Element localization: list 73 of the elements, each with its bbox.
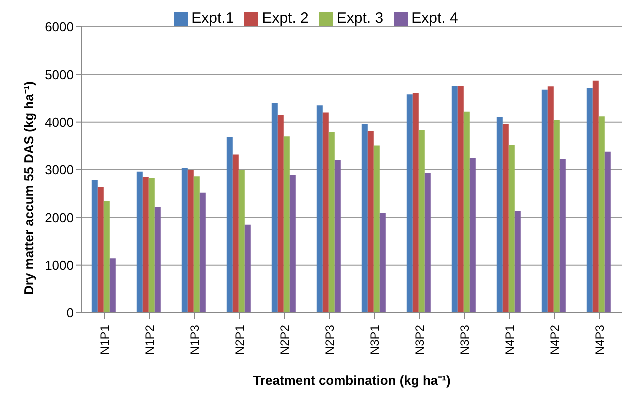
bar	[496, 117, 503, 313]
y-tick-label: 3000	[45, 162, 74, 178]
bar	[110, 258, 116, 313]
bar	[182, 168, 188, 313]
x-tick-label: N4P2	[548, 324, 562, 356]
y-tick-label: 1000	[45, 258, 74, 273]
legend-label: Expt.1	[192, 10, 234, 27]
bar	[592, 80, 599, 313]
bar	[412, 93, 419, 313]
bar	[464, 112, 470, 313]
bar	[226, 137, 233, 313]
bar	[604, 152, 611, 313]
bar	[290, 175, 296, 313]
bar	[104, 200, 110, 313]
x-tick-label: N3P1	[368, 324, 382, 356]
bar	[278, 115, 284, 313]
x-axis-title: Treatment combination (kg ha⁻¹)	[253, 373, 451, 388]
x-tick-label: N1P1	[98, 324, 112, 356]
x-tick-label: N2P1	[233, 324, 248, 356]
bar	[560, 160, 566, 313]
x-tick-label: N4P3	[593, 324, 608, 356]
bar	[542, 90, 548, 313]
x-tick-label: N3P2	[413, 324, 428, 356]
bar	[458, 86, 464, 313]
bar	[316, 106, 323, 313]
bar	[284, 136, 290, 313]
bar	[328, 132, 335, 313]
y-tick-label: 5000	[45, 67, 74, 82]
bar	[154, 207, 161, 313]
bar	[554, 120, 560, 313]
bar	[188, 170, 194, 313]
y-tick-label: 4000	[45, 114, 74, 130]
legend-label: Expt. 3	[336, 10, 384, 27]
bar	[470, 158, 476, 313]
bar	[200, 192, 206, 313]
legend-label: Expt. 4	[412, 10, 458, 27]
bar	[508, 145, 515, 313]
bar	[136, 172, 143, 313]
bar	[418, 130, 425, 313]
bar	[406, 94, 413, 313]
y-tick-label: 2000	[45, 210, 74, 226]
bar	[452, 86, 458, 313]
x-tick-label: N2P2	[278, 324, 292, 356]
bar	[272, 103, 278, 313]
x-tick-label: N2P3	[323, 324, 338, 356]
bar	[374, 146, 380, 313]
bar	[362, 124, 368, 313]
bar	[368, 131, 374, 313]
bar	[424, 173, 431, 313]
bar	[244, 224, 251, 313]
bar	[142, 177, 149, 313]
bar	[194, 176, 200, 313]
x-tick-label: N4P1	[503, 324, 518, 356]
bar	[548, 86, 554, 313]
bar	[334, 160, 341, 313]
bar	[514, 211, 521, 313]
bar	[322, 112, 329, 313]
y-axis-title: Dry matter accum 55 DAS (kg ha⁻¹)	[22, 81, 37, 295]
bar	[238, 170, 245, 313]
bar	[232, 154, 239, 313]
bar	[502, 124, 509, 313]
bar	[598, 116, 605, 313]
bar	[148, 178, 155, 313]
y-tick-label: 0	[66, 306, 74, 321]
bar	[586, 88, 593, 313]
x-tick-label: N1P2	[143, 324, 158, 356]
legend-label: Expt. 2	[262, 10, 309, 27]
bar	[92, 180, 98, 313]
y-tick-label: 6000	[45, 20, 74, 35]
bar	[380, 213, 386, 313]
x-tick-label: N3P3	[458, 324, 472, 356]
bar	[98, 187, 104, 313]
x-tick-label: N1P3	[188, 324, 202, 356]
